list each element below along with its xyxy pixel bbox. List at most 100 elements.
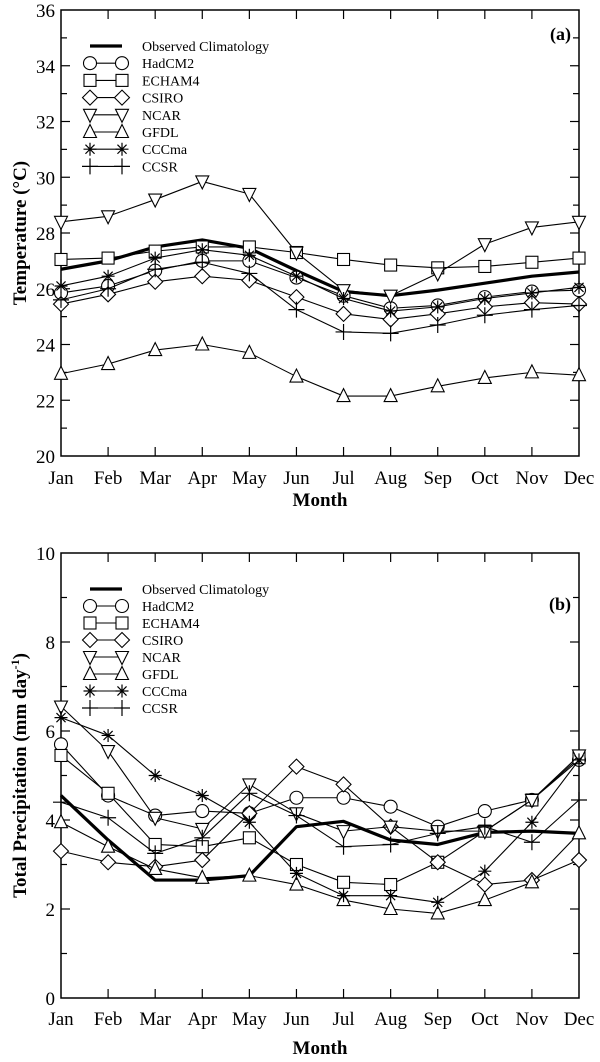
legend-marker-diamond	[113, 89, 131, 106]
y-tick-label: 30	[36, 168, 55, 189]
panel-label: (a)	[550, 24, 571, 45]
data-point-square	[336, 252, 351, 267]
data-point-triangle-up	[241, 344, 257, 359]
legend-label: CSIRO	[142, 634, 183, 649]
x-tick-label: Jul	[332, 1009, 354, 1030]
data-point-asterisk	[525, 286, 539, 300]
legend-entry: GFDL	[82, 123, 179, 141]
data-point-asterisk	[431, 895, 445, 909]
data-point-triangle-down	[524, 221, 540, 237]
data-point-triangle-down	[336, 284, 351, 299]
data-point-triangle-down	[241, 187, 257, 203]
x-tick-label: Aug	[374, 1009, 407, 1030]
data-point-square	[384, 258, 398, 272]
x-tick-label: Sep	[423, 468, 452, 489]
data-point-plus	[429, 316, 446, 333]
legend-entry: CCSR	[82, 158, 178, 175]
data-point-circle	[336, 790, 351, 805]
x-tick-label: Jan	[48, 1009, 74, 1030]
legend-label: ECHAM4	[142, 74, 200, 89]
legend-label: ECHAM4	[142, 617, 200, 632]
x-tick-label: Oct	[471, 468, 499, 489]
data-point-triangle-up	[100, 837, 116, 853]
data-point-asterisk	[101, 269, 115, 283]
series-ccsr	[53, 254, 587, 342]
x-tick-label: Nov	[516, 468, 549, 489]
data-point-diamond	[335, 776, 352, 793]
y-tick-label: 10	[36, 544, 55, 565]
data-point-asterisk	[54, 711, 68, 725]
x-tick-label: Jul	[332, 468, 354, 489]
data-point-triangle-down	[571, 215, 587, 231]
data-point-plus	[194, 829, 211, 846]
legend-entry: CCCma	[83, 142, 188, 158]
series-line	[60, 180, 580, 297]
panel-b-precipitation: Jan Feb Mar Apr May Jun Jul Aug Sep Oct Nov Dec 0 2 4 6…	[8, 544, 594, 1059]
series-echam4	[54, 748, 586, 892]
data-point-plus	[53, 794, 69, 811]
legend-label: CCSR	[142, 160, 178, 175]
legend-marker-asterisk	[115, 684, 129, 698]
series-hadcm2	[53, 737, 587, 834]
data-point-triangle-up	[53, 365, 69, 380]
series-cccma	[54, 711, 586, 909]
x-tick-label: Oct	[471, 1009, 499, 1030]
series-line	[60, 821, 580, 915]
y-tick-label: 6	[46, 722, 56, 743]
legend-entry: ECHAM4	[83, 73, 200, 89]
data-point-asterisk	[384, 304, 398, 318]
legend-label: GFDL	[142, 668, 179, 683]
data-point-asterisk	[337, 292, 351, 306]
series-line	[60, 766, 580, 886]
x-tick-label: Nov	[516, 1009, 549, 1030]
series-line	[60, 343, 580, 397]
data-point-triangle-down	[383, 289, 399, 305]
series-line	[60, 275, 580, 320]
data-point-triangle-up	[524, 363, 540, 379]
data-point-square	[54, 748, 68, 763]
data-point-triangle-up	[53, 813, 69, 829]
legend-marker-triangle-down	[82, 650, 98, 666]
data-point-plus	[571, 297, 587, 314]
legend-entry: Observed Climatology	[90, 583, 269, 598]
y-tick-label: 20	[36, 447, 55, 468]
x-tick-label: Dec	[564, 1009, 595, 1030]
legend-marker-triangle-up	[114, 665, 130, 681]
data-point-plus	[523, 834, 540, 851]
data-point-diamond	[570, 851, 588, 869]
data-point-diamond	[193, 267, 211, 285]
legend-marker-square	[115, 616, 129, 630]
data-point-diamond	[429, 853, 447, 871]
legend-label: CCSR	[142, 702, 178, 717]
legend-label: Observed Climatology	[142, 583, 269, 598]
legend-label: CSIRO	[142, 92, 183, 107]
legend-marker-triangle-down	[114, 650, 130, 666]
series-gfdl	[53, 813, 587, 920]
data-point-asterisk	[195, 789, 209, 803]
panel-a-temperature: Jan Feb Mar Apr May Jun Jul Aug Sep Oct Nov Dec 20 22…	[10, 1, 594, 511]
legend-entry: HadCM2	[82, 56, 194, 72]
data-point-plus	[100, 809, 117, 826]
data-point-triangle-up	[241, 866, 257, 882]
data-point-asterisk	[242, 815, 256, 829]
legend-entry: CCSR	[82, 700, 178, 717]
legend-marker-plus	[114, 700, 130, 716]
x-axis-title: Month	[293, 490, 348, 511]
data-point-triangle-down	[336, 825, 351, 840]
data-point-plus	[147, 261, 164, 278]
y-tick-label: 2	[46, 900, 56, 921]
legend-marker-plus	[114, 158, 130, 175]
legend-marker-triangle-down	[114, 108, 130, 124]
data-point-triangle-down	[289, 246, 304, 262]
data-point-asterisk	[54, 279, 68, 293]
legend-marker-square	[83, 616, 97, 630]
x-tick-label: Sep	[423, 1009, 452, 1030]
data-point-circle	[289, 790, 304, 805]
data-point-diamond	[146, 273, 164, 291]
legend-label: CCCma	[142, 685, 188, 700]
legend-entry: HadCM2	[82, 598, 194, 615]
series-line	[60, 261, 580, 334]
data-point-plus	[288, 301, 305, 318]
legend-marker-square	[83, 73, 97, 87]
